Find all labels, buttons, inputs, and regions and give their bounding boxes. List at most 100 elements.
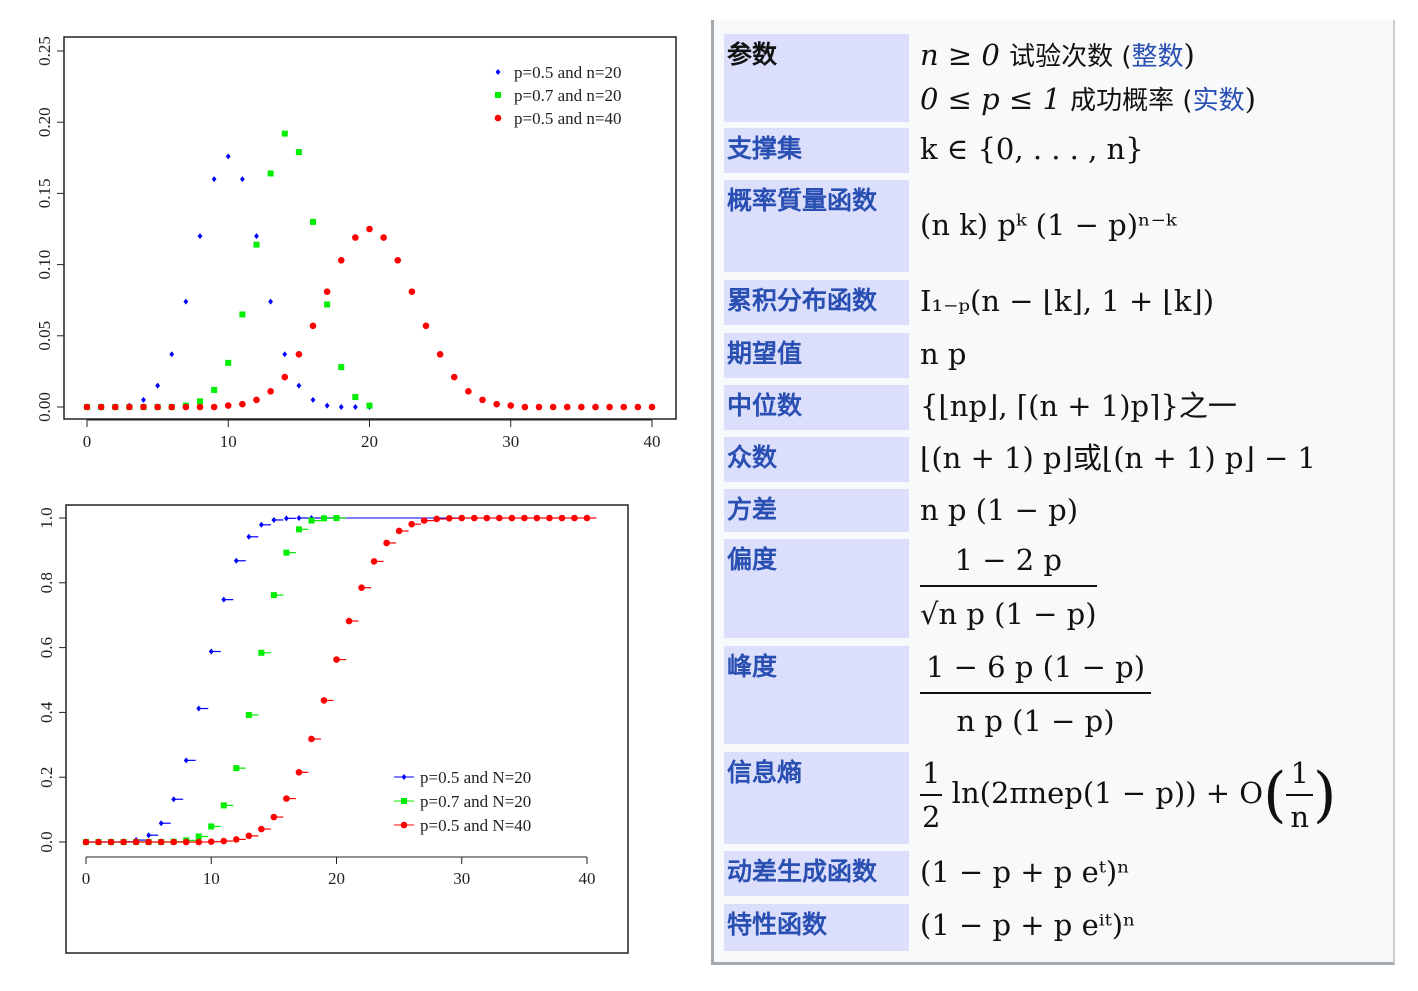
data-point xyxy=(521,403,529,411)
legend-label: p=0.5 and n=20 xyxy=(514,63,621,82)
label-pmf[interactable]: 概率質量函数 xyxy=(724,180,909,272)
data-point xyxy=(270,813,278,821)
data-point xyxy=(338,404,344,410)
data-point xyxy=(352,404,358,410)
legend-label: p=0.5 and n=40 xyxy=(514,109,621,128)
numerator: 1 xyxy=(1286,752,1313,796)
data-point xyxy=(258,521,264,528)
legend-marker xyxy=(401,798,407,804)
data-point xyxy=(225,153,231,160)
y-tick-label: 0.15 xyxy=(35,179,54,209)
value-support: k ∈ {0, . . . , n} xyxy=(920,132,1144,166)
data-point xyxy=(141,396,146,403)
data-point xyxy=(465,388,472,395)
data-point xyxy=(111,403,119,411)
data-point xyxy=(233,836,240,843)
data-point xyxy=(211,386,218,393)
y-tick-label: 0.4 xyxy=(37,701,56,723)
data-point xyxy=(470,514,478,522)
data-point xyxy=(366,225,373,233)
label-variance[interactable]: 方差 xyxy=(724,489,909,532)
x-tick-label: 40 xyxy=(579,869,596,888)
value-median: {⌊np⌋, ⌈(n + 1)p⌉}之一 xyxy=(920,389,1237,423)
data-point xyxy=(507,402,515,409)
label-mode[interactable]: 众数 xyxy=(724,437,909,482)
data-point xyxy=(295,769,303,776)
data-point xyxy=(233,765,240,772)
label-mgf[interactable]: 动差生成函数 xyxy=(724,851,909,896)
label-support[interactable]: 支撑集 xyxy=(724,128,909,173)
label-cdf[interactable]: 累积分布函数 xyxy=(724,280,909,325)
data-point xyxy=(323,288,331,295)
x-tick-label: 30 xyxy=(502,432,519,451)
data-point xyxy=(546,514,553,522)
label-median[interactable]: 中位数 xyxy=(724,385,909,430)
value-cf: (1 − p + p eⁱᵗ)ⁿ xyxy=(920,908,1136,942)
value-mgf: (1 − p + p eᵗ)ⁿ xyxy=(920,855,1130,889)
label-kurtosis[interactable]: 峰度 xyxy=(724,646,909,744)
data-point xyxy=(284,515,289,522)
data-point xyxy=(239,311,246,318)
data-point xyxy=(496,514,503,522)
label-entropy[interactable]: 信息熵 xyxy=(724,752,909,844)
data-point xyxy=(207,838,215,845)
data-point xyxy=(225,359,232,366)
y-tick-label: 0.0 xyxy=(37,831,56,852)
data-point xyxy=(535,403,543,411)
data-point xyxy=(295,351,303,358)
label-mean[interactable]: 期望值 xyxy=(724,333,909,378)
data-point xyxy=(281,373,289,381)
data-point xyxy=(571,514,578,522)
data-point xyxy=(169,351,175,358)
value-kurtosis: 1 − 6 p (1 − p) n p (1 − p) xyxy=(920,646,1152,742)
data-point xyxy=(309,322,317,330)
distribution-infobox: 参数 n ≥ 0 试验次数 (整数) 0 ≤ p ≤ 1 成功概率 (实数) 支… xyxy=(711,20,1395,965)
data-point xyxy=(521,514,528,522)
numerator: 1 − 6 p (1 − p) xyxy=(920,646,1152,694)
data-point xyxy=(352,234,359,241)
data-point xyxy=(267,170,274,177)
y-tick-label: 0.00 xyxy=(35,392,54,422)
legend-label: p=0.7 and N=20 xyxy=(420,792,531,811)
row-parameters: 参数 n ≥ 0 试验次数 (整数) 0 ≤ p ≤ 1 成功概率 (实数) xyxy=(724,34,1393,122)
param-n-desc: 试验次数 ( xyxy=(1009,42,1132,72)
data-point xyxy=(145,838,152,846)
numerator: 1 xyxy=(920,752,943,796)
value-pmf: (n k) pᵏ (1 − p)ⁿ⁻ᵏ xyxy=(920,208,1177,242)
data-point xyxy=(170,838,177,846)
data-point xyxy=(352,394,359,401)
legend-label: p=0.5 and N=40 xyxy=(420,816,531,835)
link-real[interactable]: 实数 xyxy=(1192,86,1245,116)
denominator: n p (1 − p) xyxy=(956,704,1115,738)
data-point xyxy=(95,838,102,846)
x-tick-label: 20 xyxy=(361,432,378,451)
pmf-chart: 0 10 20 30 40 0.00 0.05 0.10 0.15 0.20 0.25 p=0.5 a… xyxy=(35,36,677,451)
y-tick-label: 0.10 xyxy=(35,250,54,280)
row-skewness: 偏度 1 − 2 p √n p (1 − p) xyxy=(724,539,1393,638)
label-skewness[interactable]: 偏度 xyxy=(724,539,909,638)
data-point xyxy=(395,527,403,535)
label-cf[interactable]: 特性函数 xyxy=(724,904,909,951)
data-point xyxy=(296,382,302,389)
legend-marker xyxy=(494,114,502,122)
x-tick-label: 0 xyxy=(82,869,91,888)
data-point xyxy=(271,516,277,523)
cdf-chart: 0 10 20 30 40 0.0 0.2 0.4 0.6 0.8 1.0 p=0.5 and N=2… xyxy=(37,504,629,954)
data-point xyxy=(246,533,252,540)
row-mean: 期望值 n p xyxy=(724,333,1393,378)
data-point xyxy=(254,233,259,240)
link-integer[interactable]: 整数 xyxy=(1131,42,1184,72)
data-point xyxy=(157,838,165,846)
data-point xyxy=(224,402,232,409)
legend-label: p=0.7 and n=20 xyxy=(514,86,621,105)
row-median: 中位数 {⌊np⌋, ⌈(n + 1)p⌉}之一 xyxy=(724,385,1393,430)
value-mode: ⌊(n + 1) p⌋或⌊(n + 1) p⌋ − 1 xyxy=(920,441,1316,475)
data-point xyxy=(154,403,161,411)
data-point xyxy=(634,403,642,411)
data-point xyxy=(211,176,217,183)
row-variance: 方差 n p (1 − p) xyxy=(724,489,1393,532)
data-point xyxy=(82,838,90,846)
data-point xyxy=(370,558,378,565)
legend-marker xyxy=(495,92,501,98)
